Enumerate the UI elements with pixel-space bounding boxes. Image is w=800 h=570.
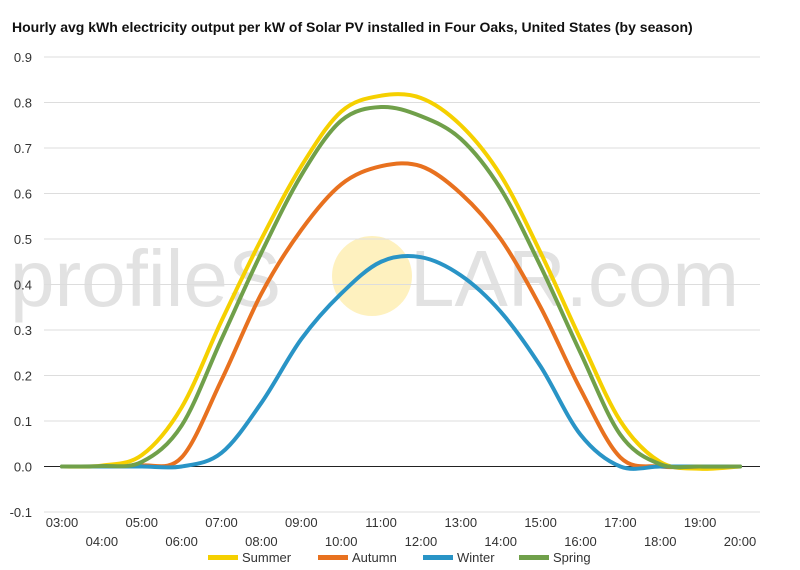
- x-tick-label: 11:00: [365, 515, 397, 530]
- legend-swatch-autumn: [318, 555, 348, 560]
- x-tick-label: 03:00: [46, 515, 79, 530]
- y-tick-label: 0.0: [14, 460, 32, 475]
- x-axis: 03:00 04:00 05:00 06:00 07:00 08:00 09:00 10:00…: [46, 515, 757, 549]
- gridlines: [44, 56, 760, 513]
- y-tick-label: 0.8: [14, 96, 32, 111]
- y-tick-label: -0.1: [10, 505, 32, 520]
- watermark: profileS LAR.com: [10, 234, 739, 323]
- series-line-spring: [60, 105, 742, 470]
- x-tick-label: 14:00: [484, 534, 517, 549]
- x-tick-label: 09:00: [285, 515, 318, 530]
- y-axis: -0.1 0.0 0.1 0.2 0.3 0.4 0.5 0.6 0.7 0.8 0.9: [10, 50, 32, 520]
- y-tick-label: 0.9: [14, 50, 32, 65]
- legend-swatch-winter: [423, 555, 453, 560]
- legend: Summer Autumn Winter Spring: [208, 550, 591, 565]
- y-tick-label: 0.3: [14, 323, 32, 338]
- y-tick-label: 0.7: [14, 141, 32, 156]
- x-tick-label: 10:00: [325, 534, 358, 549]
- chart-title: Hourly avg kWh electricity output per kW…: [12, 19, 693, 35]
- x-tick-label: 16:00: [564, 534, 597, 549]
- legend-label-summer: Summer: [242, 550, 292, 565]
- x-tick-label: 07:00: [205, 515, 238, 530]
- x-tick-label: 20:00: [724, 534, 757, 549]
- x-tick-label: 12:00: [405, 534, 438, 549]
- x-tick-label: 18:00: [644, 534, 677, 549]
- x-tick-label: 04:00: [86, 534, 119, 549]
- x-tick-label: 06:00: [165, 534, 198, 549]
- series-line-winter: [60, 254, 742, 471]
- x-tick-label: 19:00: [684, 515, 717, 530]
- y-tick-label: 0.4: [14, 278, 32, 293]
- watermark-text-right: LAR.com: [410, 234, 739, 323]
- x-tick-label: 13:00: [445, 515, 478, 530]
- x-tick-label: 05:00: [125, 515, 158, 530]
- legend-swatch-summer: [208, 555, 238, 560]
- series-lines: [60, 92, 742, 471]
- y-tick-label: 0.1: [14, 414, 32, 429]
- x-tick-label: 08:00: [245, 534, 278, 549]
- x-tick-label: 15:00: [524, 515, 557, 530]
- legend-label-spring: Spring: [553, 550, 591, 565]
- y-tick-label: 0.5: [14, 232, 32, 247]
- series-line-summer: [60, 92, 742, 471]
- watermark-sun-icon: [332, 236, 412, 316]
- x-tick-label: 17:00: [604, 515, 637, 530]
- legend-label-winter: Winter: [457, 550, 495, 565]
- legend-swatch-spring: [519, 555, 549, 560]
- y-tick-label: 0.2: [14, 369, 32, 384]
- series-line-autumn: [60, 161, 742, 470]
- legend-label-autumn: Autumn: [352, 550, 397, 565]
- y-tick-label: 0.6: [14, 187, 32, 202]
